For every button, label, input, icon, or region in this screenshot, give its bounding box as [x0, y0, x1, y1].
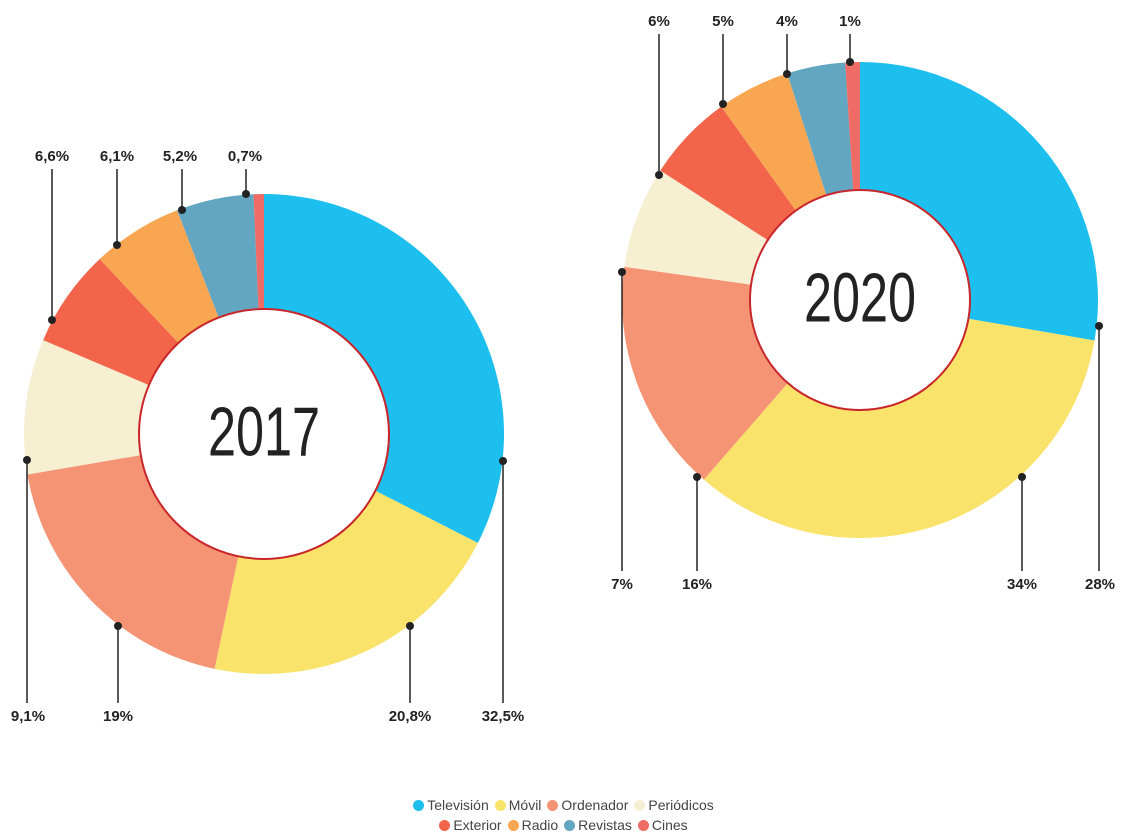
legend-label: Ordenador — [561, 797, 629, 813]
leader-dot — [846, 58, 854, 66]
legend-label: Radio — [521, 817, 559, 833]
donut-slice — [177, 194, 259, 318]
leader-dot — [242, 190, 250, 198]
value-label: 9,1% — [11, 708, 45, 725]
donut-slice — [43, 259, 179, 386]
legend-label: Periódicos — [648, 797, 714, 813]
donut-slice — [624, 170, 768, 285]
leader-dot — [783, 70, 791, 78]
legend-item: Exterior — [439, 815, 502, 835]
leader-dot — [48, 316, 56, 324]
leader-dot — [499, 457, 507, 465]
donut-slice — [660, 106, 796, 241]
legend-label: Exterior — [453, 817, 502, 833]
legend-item: Cines — [637, 815, 688, 835]
value-label: 28% — [1085, 576, 1115, 593]
center-circle — [749, 189, 971, 411]
donut-slice — [622, 266, 788, 480]
donut-slice — [264, 194, 505, 543]
legend-swatch — [634, 800, 646, 811]
legend-item: Periódicos — [634, 795, 714, 815]
center-circle — [138, 308, 390, 560]
leader-dot — [618, 268, 626, 276]
center-title: 2017 — [208, 392, 320, 470]
donut-slice — [845, 62, 860, 191]
leader-dot — [178, 206, 186, 214]
value-label: 6% — [648, 13, 670, 30]
legend-label: Móvil — [508, 797, 542, 813]
legend-item: Radio — [507, 815, 559, 835]
donut-slice — [721, 73, 827, 211]
legend-swatch — [547, 800, 559, 811]
donut-slice — [214, 490, 478, 674]
leader-dot — [1018, 473, 1026, 481]
value-label: 7% — [611, 576, 633, 593]
value-label: 32,5% — [482, 708, 525, 725]
leader-dot — [655, 171, 663, 179]
value-label: 1% — [839, 13, 861, 30]
value-label: 5% — [712, 13, 734, 30]
center-title: 2020 — [804, 258, 916, 336]
legend-swatch — [564, 820, 576, 831]
legend-label: Televisión — [427, 797, 489, 813]
donut-slice — [253, 194, 264, 310]
donut-slice — [703, 318, 1095, 538]
legend-swatch — [413, 800, 425, 811]
legend-swatch — [507, 820, 519, 831]
leader-dot — [406, 622, 414, 630]
legend-item: Revistas — [564, 815, 632, 835]
value-label: 4% — [776, 13, 798, 30]
donut-slice — [860, 62, 1098, 341]
value-label: 5,2% — [163, 148, 197, 165]
legend-item: Móvil — [494, 795, 542, 815]
legend-label: Cines — [651, 817, 688, 833]
donut-slice — [99, 210, 219, 343]
legend-swatch — [637, 820, 649, 831]
value-label: 20,8% — [389, 708, 432, 725]
donut-slice — [23, 340, 149, 475]
leader-dot — [693, 473, 701, 481]
leader-dot — [23, 456, 31, 464]
leader-dot — [719, 100, 727, 108]
donut-slice — [787, 62, 854, 196]
value-label: 6,6% — [35, 148, 69, 165]
legend-item: Televisión — [413, 795, 489, 815]
donut-slice — [27, 455, 239, 669]
value-label: 19% — [103, 708, 133, 725]
value-label: 6,1% — [100, 148, 134, 165]
legend-item: Ordenador — [547, 795, 628, 815]
legend-label: Revistas — [578, 817, 632, 833]
legend-swatch — [494, 800, 506, 811]
leader-dot — [113, 241, 121, 249]
leader-dot — [1095, 322, 1103, 330]
value-label: 0,7% — [228, 148, 262, 165]
legend: Televisión Móvil Ordenador Periódicos Exteri… — [0, 795, 1127, 835]
charts: 2017 32,5% 20,8% 19% 9,1% 6,6% 6,1% 5,2% 0,7% 202… — [11, 13, 1115, 725]
leader-dot — [114, 622, 122, 630]
legend-swatch — [439, 820, 451, 831]
value-label: 16% — [682, 576, 712, 593]
value-label: 34% — [1007, 576, 1037, 593]
